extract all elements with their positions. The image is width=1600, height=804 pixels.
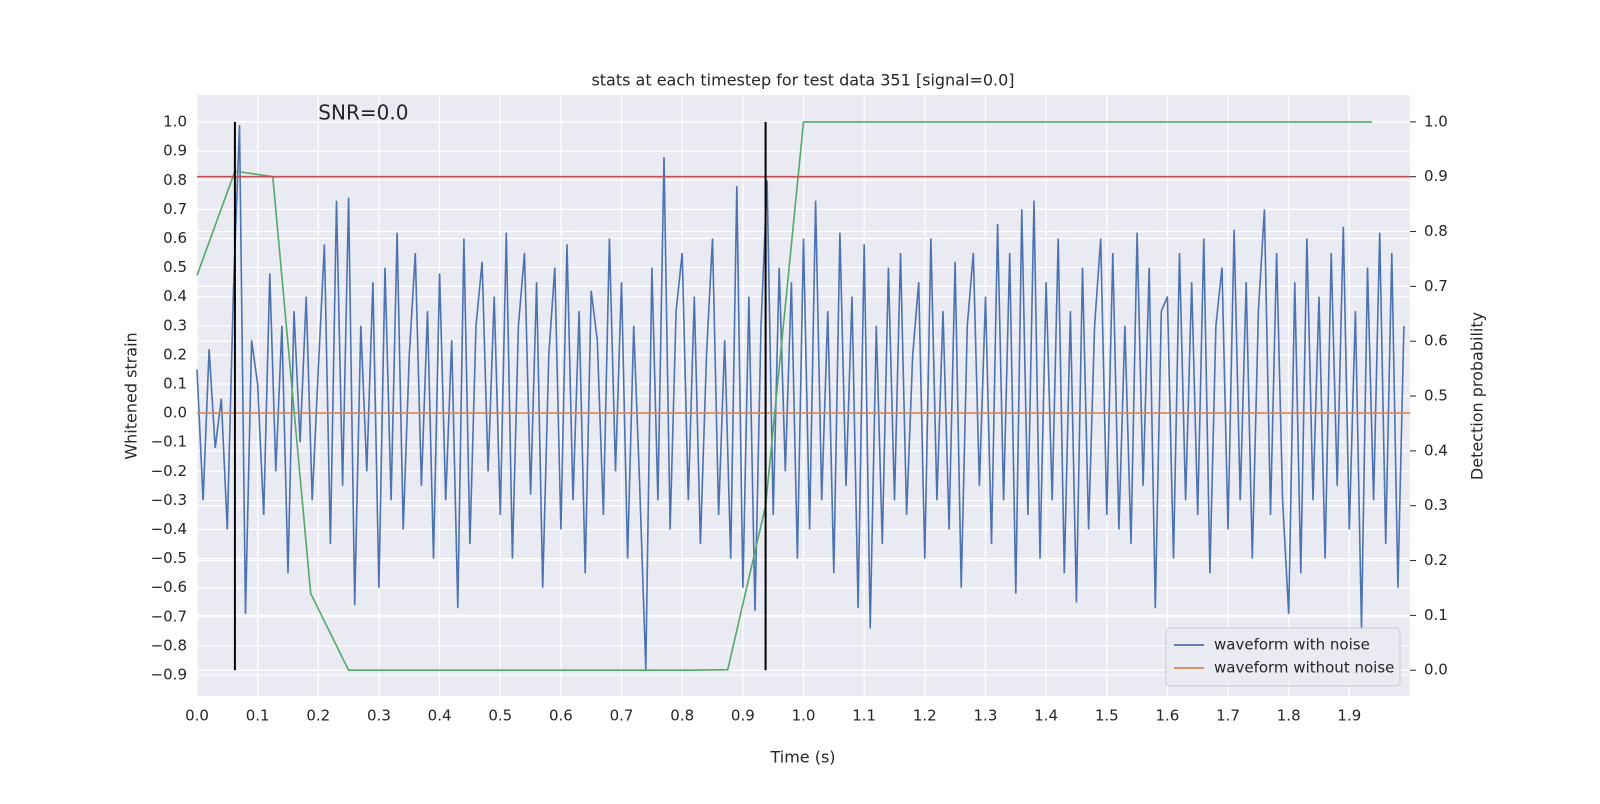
x-tick-label: 0.0 [185, 707, 209, 725]
y-tick-label: 0.9 [163, 142, 187, 160]
y-tick-label: 0.0 [163, 404, 187, 422]
x-tick-label: 1.6 [1155, 707, 1179, 725]
y-tick-label: 0.7 [163, 200, 187, 218]
x-tick-label: 0.7 [610, 707, 634, 725]
legend-box [1165, 627, 1401, 687]
y2-tick-label: 0.6 [1424, 332, 1448, 350]
y2-tick-label: 0.9 [1424, 167, 1448, 185]
y-tick-label: 1.0 [163, 113, 187, 131]
x-tick-label: 0.8 [670, 707, 694, 725]
y2-tick-label: 0.2 [1424, 551, 1448, 569]
legend-label: waveform with noise [1214, 636, 1370, 654]
legend-label: waveform without noise [1214, 659, 1394, 677]
y-tick-label: −0.2 [151, 462, 187, 480]
y-tick-label: −0.7 [151, 607, 187, 625]
y-tick-label: −0.5 [151, 549, 187, 567]
annotation: SNR=0.0 [318, 101, 408, 125]
y-tick-label: −0.9 [151, 666, 187, 684]
x-tick-label: 1.7 [1216, 707, 1240, 725]
x-tick-label: 1.3 [974, 707, 998, 725]
y-tick-label: −0.3 [151, 491, 187, 509]
y-tick-label: 0.5 [163, 258, 187, 276]
x-tick-label: 0.6 [549, 707, 573, 725]
y-tick-label: −0.6 [151, 578, 187, 596]
y2-tick-label: 0.8 [1424, 222, 1448, 240]
x-tick-label: 1.4 [1034, 707, 1058, 725]
y-tick-label: 0.8 [163, 171, 187, 189]
y-tick-label: −0.8 [151, 636, 187, 654]
y-tick-label: 0.4 [163, 287, 187, 305]
x-tick-label: 1.9 [1337, 707, 1361, 725]
x-tick-label: 0.2 [306, 707, 330, 725]
series-line [196, 121, 1373, 671]
x-axis-label: Time (s) [769, 748, 835, 767]
x-tick-label: 1.1 [852, 707, 876, 725]
x-tick-label: 1.8 [1277, 707, 1301, 725]
y-tick-label: 0.1 [163, 375, 187, 393]
y2-tick-label: 1.0 [1424, 112, 1448, 130]
y2-axis-label: Detection probability [1468, 312, 1487, 480]
y2-tick-label: 0.5 [1424, 387, 1448, 405]
x-tick-label: 0.9 [731, 707, 755, 725]
y-tick-label: −0.1 [151, 433, 187, 451]
y2-tick-label: 0.7 [1424, 277, 1448, 295]
y2-tick-label: 0.4 [1424, 441, 1448, 459]
y2-tick-label: 0.0 [1424, 661, 1448, 679]
y-tick-label: 0.6 [163, 229, 187, 247]
x-tick-label: 1.5 [1095, 707, 1119, 725]
x-tick-label: 1.2 [913, 707, 937, 725]
y-axis-label: Whitened strain [122, 332, 141, 459]
x-tick-label: 0.1 [246, 707, 270, 725]
x-tick-label: 0.3 [367, 707, 391, 725]
y-tick-label: −0.4 [151, 520, 187, 538]
grid [196, 95, 1410, 696]
x-tick-label: 0.4 [428, 707, 452, 725]
y-tick-label: 0.3 [163, 316, 187, 334]
x-tick-label: 0.5 [488, 707, 512, 725]
chart-title: stats at each timestep for test data 351… [591, 71, 1014, 90]
y2-tick-label: 0.1 [1424, 606, 1448, 624]
series-line [196, 124, 1405, 670]
x-tick-label: 1.0 [792, 707, 816, 725]
y-tick-label: 0.2 [163, 345, 187, 363]
y2-tick-label: 0.3 [1424, 496, 1448, 514]
